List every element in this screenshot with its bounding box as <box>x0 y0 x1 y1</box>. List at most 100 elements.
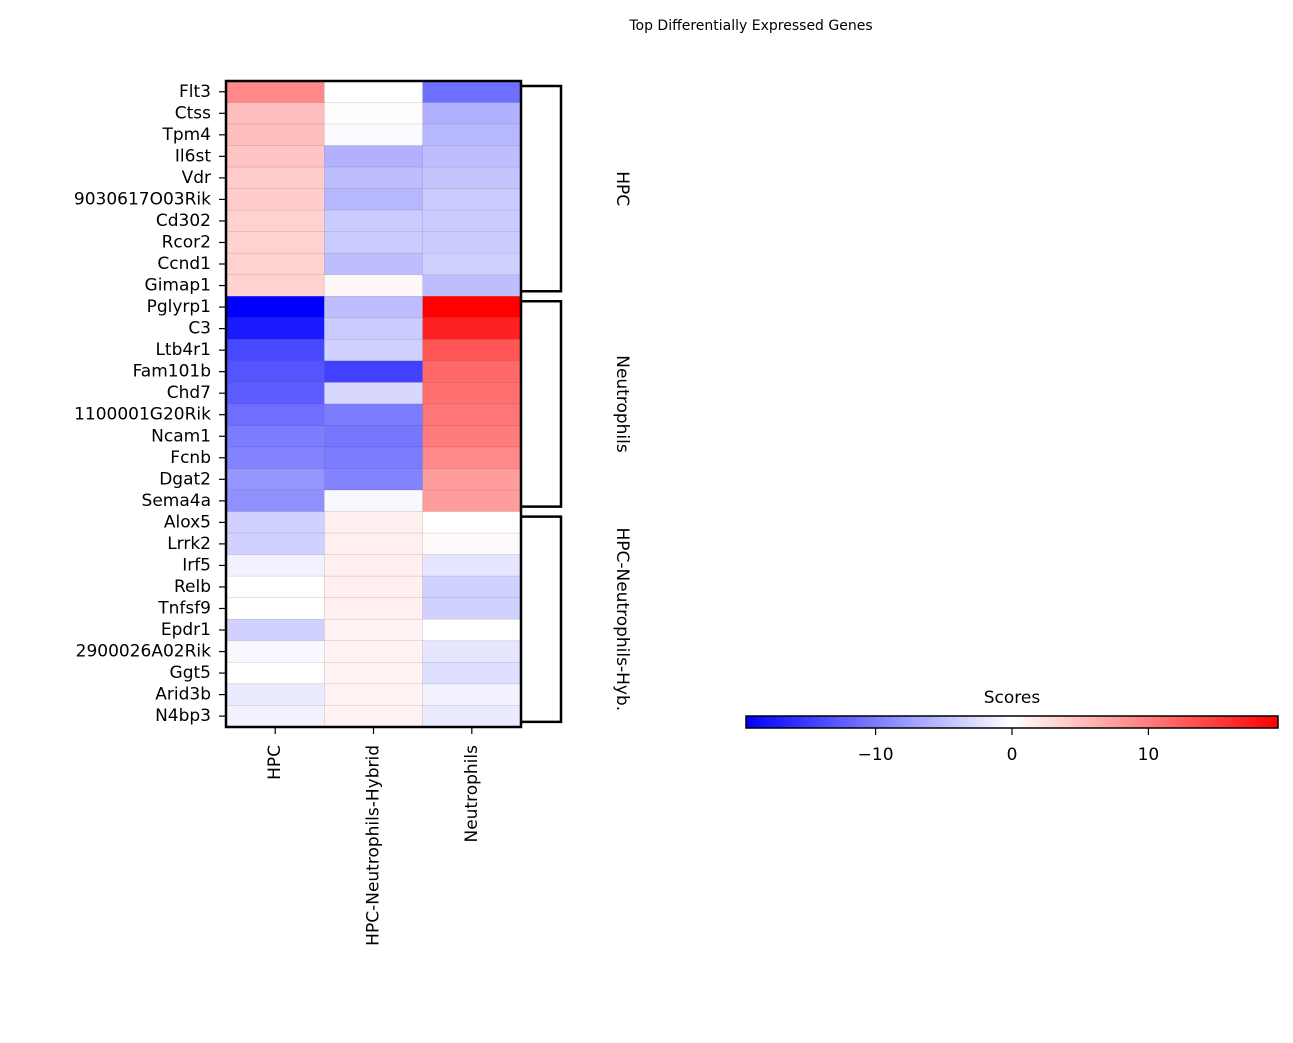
heatmap-cell <box>225 640 325 663</box>
heatmap-cell <box>324 532 423 555</box>
group-label: HPC-Neutrophils-Hyb. <box>612 527 632 711</box>
heatmap-cell <box>225 618 325 642</box>
heatmap-cell <box>225 295 325 319</box>
heatmap-cell <box>225 339 325 362</box>
heatmap-cell <box>422 382 522 405</box>
heatmap-cell <box>324 705 423 728</box>
heatmap-cell <box>324 188 423 211</box>
gene-label: Sema4a <box>142 491 211 511</box>
column-label: HPC <box>265 745 285 780</box>
gene-label: Ltb4r1 <box>155 340 211 360</box>
heatmap-cell <box>225 489 325 512</box>
heatmap-cell <box>225 662 325 685</box>
gene-label: Ncam1 <box>151 426 211 446</box>
heatmap-cell <box>422 145 522 168</box>
gene-label: Ccnd1 <box>157 254 211 274</box>
heatmap-cell <box>422 123 522 146</box>
heatmap-cell <box>422 575 522 599</box>
heatmap-cell <box>225 554 325 577</box>
heatmap-cell <box>324 123 423 146</box>
gene-label: 1100001G20Rik <box>74 405 211 425</box>
heatmap-cell <box>324 554 423 577</box>
gene-label: N4bp3 <box>155 706 211 726</box>
heatmap-cell <box>225 705 325 728</box>
heatmap-cell <box>225 145 325 168</box>
heatmap-cell <box>422 468 522 491</box>
gene-label: Pglyrp1 <box>147 297 211 317</box>
heatmap-cell <box>422 80 522 103</box>
heatmap-cell <box>422 640 522 663</box>
heatmap-cell <box>422 705 522 728</box>
heatmap-cell <box>422 683 522 706</box>
heatmap-cell <box>324 145 423 168</box>
gene-label: Flt3 <box>179 82 211 102</box>
gene-label: Rcor2 <box>162 232 211 252</box>
heatmap-cell <box>225 446 325 469</box>
heatmap-cell <box>422 295 522 319</box>
heatmap-cell <box>422 618 522 642</box>
heatmap-cell <box>225 80 325 103</box>
heatmap-cell <box>422 209 522 233</box>
gene-label: Il6st <box>175 146 211 166</box>
gene-label: Chd7 <box>167 383 211 403</box>
gene-label: Lrrk2 <box>167 534 211 554</box>
heatmap-cell <box>225 683 325 706</box>
heatmap-cell <box>324 360 423 383</box>
heatmap-cell <box>422 489 522 512</box>
heatmap-cell <box>422 554 522 577</box>
heatmap-cell <box>225 252 325 276</box>
gene-label: Gimap1 <box>145 276 211 296</box>
heatmap-cell <box>422 102 522 125</box>
heatmap-cell <box>324 274 423 297</box>
gene-label: Tpm4 <box>161 125 211 145</box>
gene-label: 2900026A02Rik <box>76 642 212 662</box>
heatmap-cell <box>324 102 423 125</box>
heatmap-cell <box>225 403 325 426</box>
gene-label: Ctss <box>175 103 211 123</box>
heatmap-cell <box>324 446 423 469</box>
gene-label: Arid3b <box>155 685 211 705</box>
heatmap-frame <box>224 79 523 729</box>
heatmap-cell <box>324 252 423 276</box>
heatmap-cell <box>324 662 423 685</box>
heatmap-cell <box>225 317 325 340</box>
group-bracket <box>521 300 563 508</box>
heatmap-cell <box>225 511 325 534</box>
heatmap-cell <box>422 425 522 448</box>
heatmap-cell <box>225 468 325 491</box>
chart-title: Top Differentially Expressed Genes <box>628 18 872 34</box>
heatmap-cell <box>225 425 325 448</box>
heatmap-cell <box>225 166 325 189</box>
colorbar-title: Scores <box>984 688 1041 708</box>
heatmap-cell <box>422 662 522 685</box>
colorbar-tick-label: 10 <box>1138 745 1160 765</box>
heatmap-cell <box>422 446 522 469</box>
heatmap-cells <box>225 80 522 728</box>
gene-label: Cd302 <box>156 211 211 231</box>
column-labels: HPC HPC-Neutrophils-Hybrid Neutrophils <box>265 727 482 946</box>
heatmap-cell <box>225 123 325 146</box>
colorbar-tick-label: 0 <box>1007 745 1018 765</box>
heatmap-cell <box>422 511 522 534</box>
heatmap-cell <box>324 80 423 103</box>
heatmap-cell <box>225 188 325 211</box>
gene-label: Dgat2 <box>159 469 211 489</box>
group-label: HPC <box>612 171 632 206</box>
heatmap-cell <box>225 102 325 125</box>
heatmap-cell <box>225 231 325 254</box>
heatmap-cell <box>422 166 522 189</box>
heatmap-cell <box>324 317 423 340</box>
heatmap-cell <box>225 209 325 233</box>
gene-label: Alox5 <box>164 512 211 532</box>
heatmap-cell <box>324 339 423 362</box>
heatmap-cell <box>422 339 522 362</box>
heatmap-cell <box>324 403 423 426</box>
gene-label: Fam101b <box>133 362 211 382</box>
gene-label: Irf5 <box>182 555 211 575</box>
gene-label: Fcnb <box>170 448 211 468</box>
group-label: Neutrophils <box>612 355 632 453</box>
heatmap-cell <box>324 575 423 599</box>
heatmap-cell <box>324 489 423 512</box>
heatmap-cell <box>422 274 522 297</box>
